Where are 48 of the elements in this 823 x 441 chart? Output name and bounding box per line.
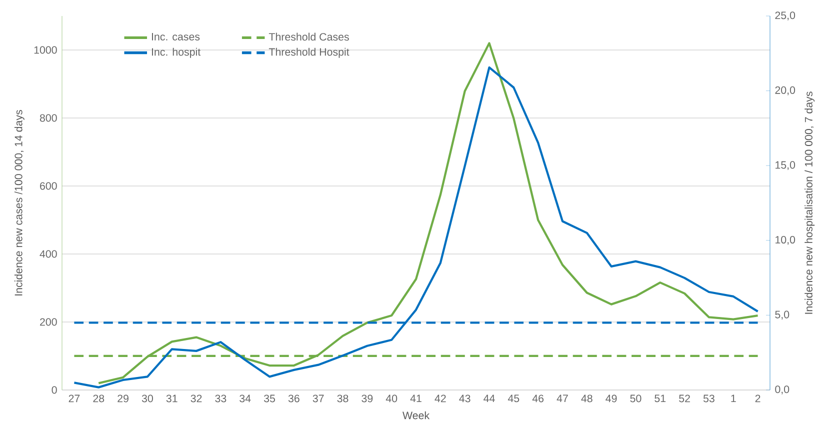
legend-label: Threshold Cases: [268, 32, 349, 41]
x-tick-label: 31: [166, 394, 178, 402]
x-tick-label: 41: [410, 394, 422, 402]
x-tick-label: 42: [434, 394, 446, 402]
legend-label: Inc. cases: [152, 33, 200, 40]
legend-label: Inc. hospit: [152, 48, 201, 58]
y2-tick-label: 10,0: [776, 236, 796, 245]
legend-label: Threshold Hospit: [268, 48, 350, 58]
x-tick-label: 48: [581, 394, 592, 402]
y-axis-title: Incidence new cases /100 000, 14 days: [14, 110, 24, 296]
x-tick-label: 1: [731, 394, 736, 402]
x-tick-label: 29: [118, 394, 128, 402]
y2-tick-label: 0,0: [775, 386, 790, 394]
y2-tick-label: 25,0: [775, 12, 796, 20]
x-tick-label: 49: [606, 394, 617, 402]
x-tick-label: 53: [703, 394, 714, 402]
x-tick-label: 30: [142, 394, 153, 402]
x-tick-label: 36: [288, 394, 300, 402]
x-tick-label: 50: [630, 394, 642, 402]
x-tick-label: 34: [240, 394, 251, 402]
x-tick-label: 35: [264, 394, 275, 402]
x-tick-label: 43: [459, 394, 470, 402]
x-tick-label: 28: [93, 394, 104, 402]
x-tick-label: 40: [386, 394, 398, 402]
y2-tick-label: 15,0: [776, 161, 796, 170]
x-tick-label: 33: [215, 394, 226, 402]
x-tick-label: 51: [654, 394, 666, 402]
x-tick-label: 38: [337, 394, 348, 402]
y-tick-label: 1000: [34, 46, 57, 54]
x-tick-label: 52: [679, 394, 690, 402]
x-tick-label: 32: [190, 394, 202, 402]
y-tick-label: 800: [40, 114, 57, 122]
y2-axis-title: Incidence new hospitalisation / 100 000, 7 days: [804, 92, 815, 314]
y-tick-label: 600: [40, 182, 57, 190]
x-tick-label: 47: [556, 394, 568, 402]
x-tick-label: 2: [755, 394, 760, 402]
y2-tick-label: 20,0: [775, 86, 796, 96]
x-tick-label: 44: [484, 394, 495, 402]
x-axis-title: Week: [402, 411, 430, 420]
y-tick-label: 400: [40, 250, 57, 258]
y2-tick-label: 5,0: [775, 310, 790, 320]
y-tick-label: 200: [40, 318, 57, 326]
y-tick-label: 0: [52, 386, 57, 394]
x-tick-label: 45: [508, 394, 520, 402]
x-tick-label: 39: [362, 394, 373, 402]
x-tick-label: 37: [312, 394, 324, 402]
x-tick-label: 46: [532, 394, 544, 402]
x-tick-label: 27: [68, 394, 80, 402]
